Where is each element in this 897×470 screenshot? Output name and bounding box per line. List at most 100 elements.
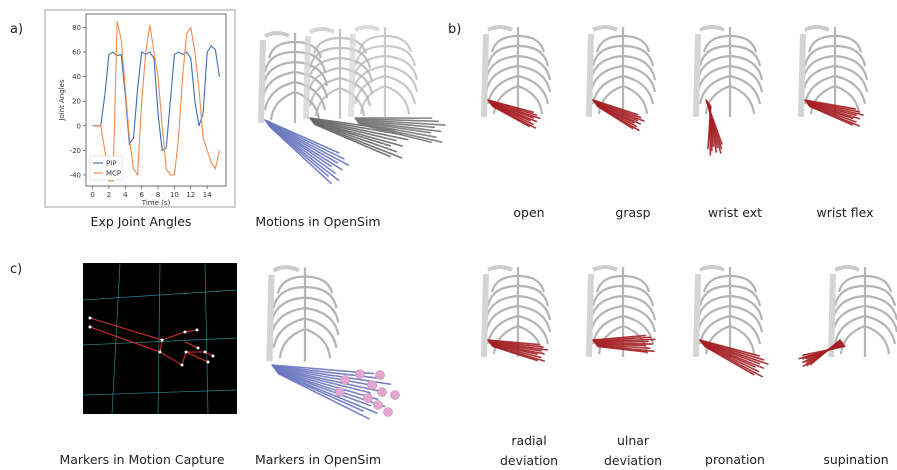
bone — [807, 103, 854, 120]
caption: supination — [823, 452, 889, 467]
bone — [593, 338, 656, 343]
bone — [274, 368, 371, 394]
y-tick-label: 20 — [72, 98, 81, 106]
plot-area — [85, 13, 227, 187]
caption: radial deviation — [499, 433, 559, 468]
bone — [804, 100, 861, 113]
x-tick-label: 6 — [139, 191, 144, 199]
y-tick-label: 40 — [72, 73, 81, 81]
x-tick-label: 0 — [90, 191, 94, 199]
series-line — [92, 45, 220, 152]
ribcage — [269, 267, 338, 361]
bone — [276, 371, 378, 414]
x-tick-label: 14 — [203, 191, 212, 199]
y-tick-label: 0 — [77, 122, 81, 130]
caption: pronation — [705, 452, 765, 467]
legend-label: MCP — [106, 170, 121, 178]
panel-label: a) — [10, 22, 24, 37]
caption: Exp Joint Angles — [90, 214, 192, 229]
bone — [808, 105, 853, 126]
bone — [269, 126, 332, 185]
marker-sphere — [340, 375, 350, 385]
caption: Motions in OpenSim — [255, 214, 381, 229]
x-tick-label: 10 — [170, 191, 179, 199]
pose-images — [484, 27, 897, 357]
bone — [277, 372, 370, 420]
bone — [802, 345, 846, 356]
bone — [266, 122, 343, 171]
bone — [313, 122, 403, 159]
bone — [487, 339, 540, 346]
bone — [313, 123, 391, 158]
bone — [273, 367, 386, 393]
panel-label: b) — [448, 22, 462, 37]
bone — [309, 118, 402, 136]
y-tick-label: 60 — [72, 49, 81, 57]
x-tick-label: 12 — [186, 191, 195, 199]
marker-sphere — [377, 387, 387, 397]
bone — [596, 105, 634, 130]
bone — [487, 99, 534, 113]
bone — [265, 120, 350, 166]
bone — [594, 342, 654, 345]
x-tick-label: 4 — [123, 191, 128, 199]
x-tick-label: 8 — [156, 191, 160, 199]
y-tick-label: -40 — [70, 171, 81, 179]
bone — [702, 343, 760, 373]
bone — [707, 105, 712, 150]
mocap-skeleton — [89, 317, 214, 366]
marker-sphere — [390, 390, 400, 400]
bone — [488, 340, 548, 351]
caption: Markers in OpenSim — [254, 452, 382, 467]
bone — [592, 334, 647, 341]
joint-angle-chart: -40 -20 0 20 40 60 80 0 2 4 6 8 10 12 14 Time (s) Joint … — [58, 13, 227, 207]
marker-sphere — [367, 380, 377, 390]
bone — [264, 120, 345, 160]
bone — [703, 345, 755, 376]
bone — [702, 343, 756, 368]
marker-sphere — [373, 400, 383, 410]
bone — [595, 343, 647, 347]
y-axis-label: Joint Angles — [58, 79, 66, 122]
bone — [264, 119, 340, 154]
marker-sphere — [335, 387, 345, 397]
bone — [491, 105, 530, 128]
bone — [310, 118, 409, 141]
ribcage — [696, 27, 762, 117]
bone — [595, 343, 651, 350]
bone — [310, 119, 397, 142]
bone — [700, 340, 769, 365]
bone — [699, 339, 765, 361]
y-tick-label: -20 — [70, 147, 81, 155]
bone — [593, 340, 649, 344]
x-tick-label: 2 — [107, 191, 111, 199]
bone — [805, 100, 864, 116]
bone — [355, 118, 446, 126]
bone — [272, 366, 378, 387]
bone — [807, 104, 857, 123]
bone — [490, 343, 538, 355]
mocap-markers — [88, 316, 215, 367]
caption: wrist flex — [816, 205, 874, 220]
caption: grasp — [615, 205, 651, 220]
series-line — [92, 21, 220, 182]
bone — [490, 343, 542, 359]
bone — [274, 368, 379, 401]
bone — [491, 345, 538, 362]
bone — [699, 339, 760, 357]
bone — [700, 341, 761, 365]
bone — [275, 370, 372, 407]
bone — [357, 122, 437, 138]
bone — [312, 122, 397, 153]
bone — [487, 339, 544, 348]
bone — [356, 120, 442, 133]
bone — [805, 101, 857, 117]
bone — [265, 121, 339, 164]
bone — [592, 336, 652, 342]
bone — [596, 344, 655, 353]
mocap-grid — [82, 262, 238, 415]
x-axis-label: Time (s) — [141, 199, 171, 207]
bone — [487, 100, 538, 116]
